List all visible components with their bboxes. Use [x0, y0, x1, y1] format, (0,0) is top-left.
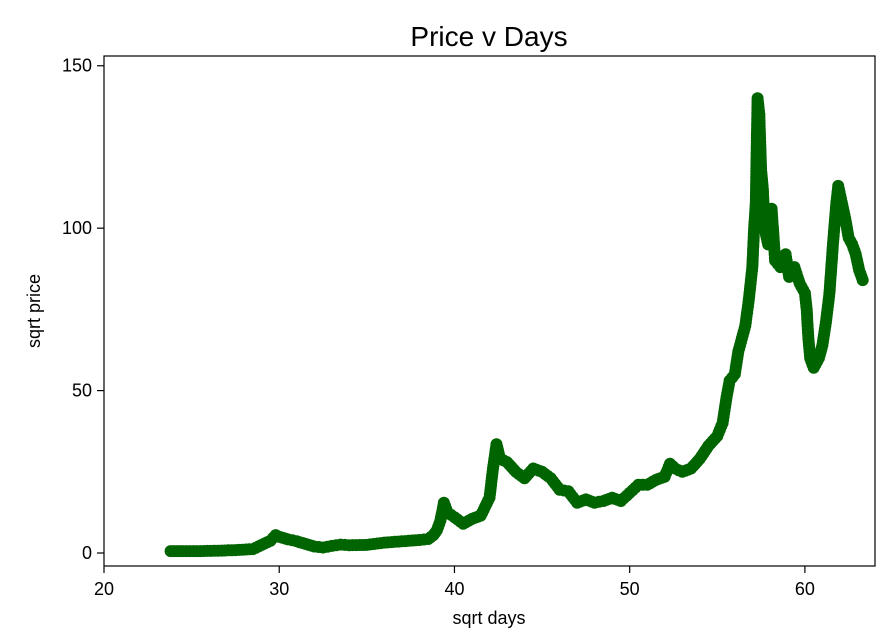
y-tick-label: 50 — [72, 381, 92, 401]
x-tick-label: 30 — [269, 579, 289, 599]
y-tick-label: 100 — [62, 218, 92, 238]
x-tick-label: 40 — [444, 579, 464, 599]
x-tick-label: 20 — [94, 579, 114, 599]
y-tick-label: 0 — [82, 543, 92, 563]
y-tick-label: 150 — [62, 56, 92, 76]
y-axis-label: sqrt price — [24, 274, 44, 348]
chart-title: Price v Days — [410, 21, 567, 52]
x-tick-label: 60 — [795, 579, 815, 599]
x-axis-label: sqrt days — [452, 608, 525, 628]
x-tick-label: 50 — [620, 579, 640, 599]
plot-frame — [103, 55, 876, 567]
data-point — [856, 274, 869, 287]
